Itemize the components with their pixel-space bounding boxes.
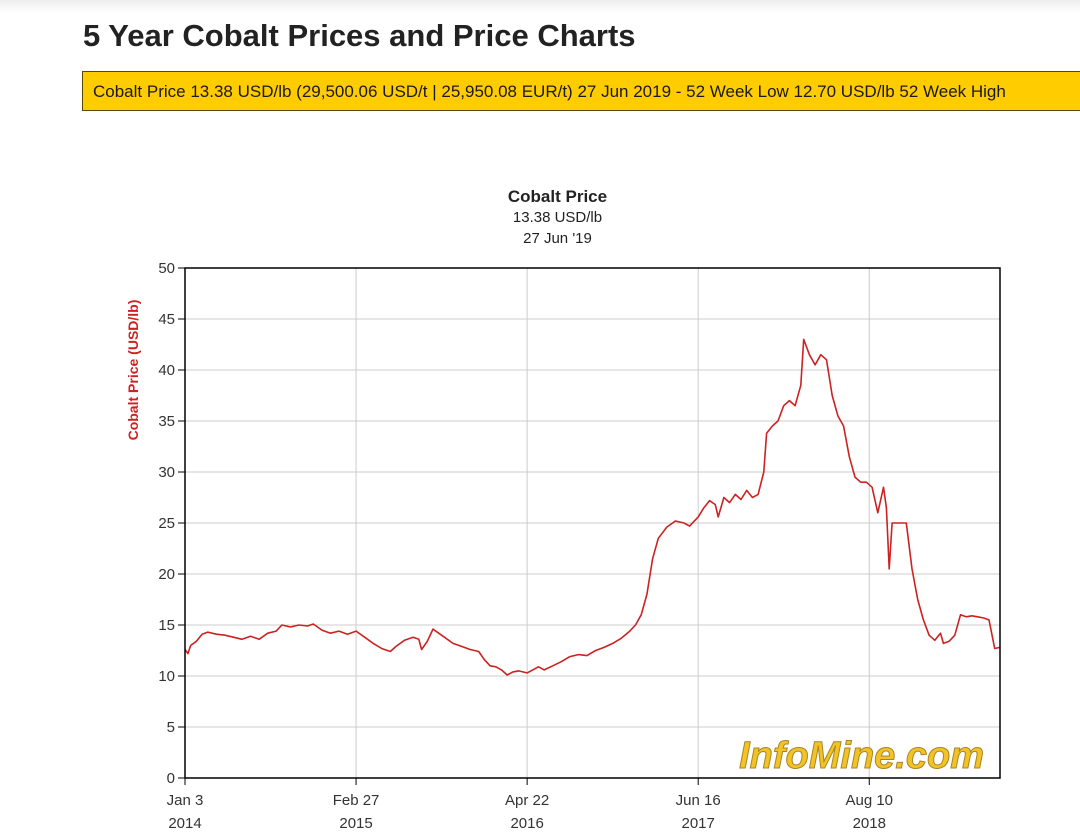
price-ticker-bar: Cobalt Price 13.38 USD/lb (29,500.06 USD… bbox=[82, 71, 1080, 111]
x-tick-label: Feb 27 bbox=[333, 792, 380, 809]
watermark-logo: InfoMine.com bbox=[739, 735, 984, 777]
chart-grid bbox=[185, 268, 1000, 778]
chart-subtitle-date: 27 Jun '19 bbox=[523, 230, 592, 247]
series-line-cobalt-price bbox=[184, 338, 1001, 676]
x-tick-label: Jan 3 bbox=[167, 792, 204, 809]
x-axis: Jan 3 2014 Feb 27 2015 Apr 22 2016 Jun 16 2017 A… bbox=[167, 778, 893, 832]
x-tick-label: Aug 10 bbox=[845, 792, 893, 809]
x-tick-year-label: 2015 bbox=[339, 815, 372, 832]
y-tick-label: 25 bbox=[158, 515, 175, 532]
y-tick-label: 15 bbox=[158, 617, 175, 634]
y-axis-label: Cobalt Price (USD/lb) bbox=[125, 300, 141, 441]
y-tick-label: 30 bbox=[158, 464, 175, 481]
chart-subtitle-price: 13.38 USD/lb bbox=[513, 209, 602, 226]
chart-title: Cobalt Price bbox=[508, 187, 607, 206]
x-tick-year-label: 2014 bbox=[168, 815, 201, 832]
browser-top-strip bbox=[0, 0, 1080, 12]
y-axis: 0 5 10 15 20 25 30 35 40 45 50 bbox=[158, 260, 185, 787]
y-tick-label: 50 bbox=[158, 260, 175, 277]
x-tick-year-label: 2017 bbox=[682, 815, 715, 832]
y-tick-label: 45 bbox=[158, 311, 175, 328]
x-tick-label: Apr 22 bbox=[505, 792, 549, 809]
y-tick-label: 35 bbox=[158, 413, 175, 430]
y-tick-label: 40 bbox=[158, 362, 175, 379]
x-tick-label: Jun 16 bbox=[676, 792, 721, 809]
page-title: 5 Year Cobalt Prices and Price Charts bbox=[83, 18, 636, 53]
x-tick-year-label: 2018 bbox=[853, 815, 886, 832]
price-ticker-text: Cobalt Price 13.38 USD/lb (29,500.06 USD… bbox=[93, 82, 1006, 101]
y-tick-label: 5 bbox=[167, 719, 175, 736]
y-tick-label: 20 bbox=[158, 566, 175, 583]
y-tick-label: 0 bbox=[167, 770, 175, 787]
y-tick-label: 10 bbox=[158, 668, 175, 685]
x-tick-year-label: 2016 bbox=[510, 815, 543, 832]
